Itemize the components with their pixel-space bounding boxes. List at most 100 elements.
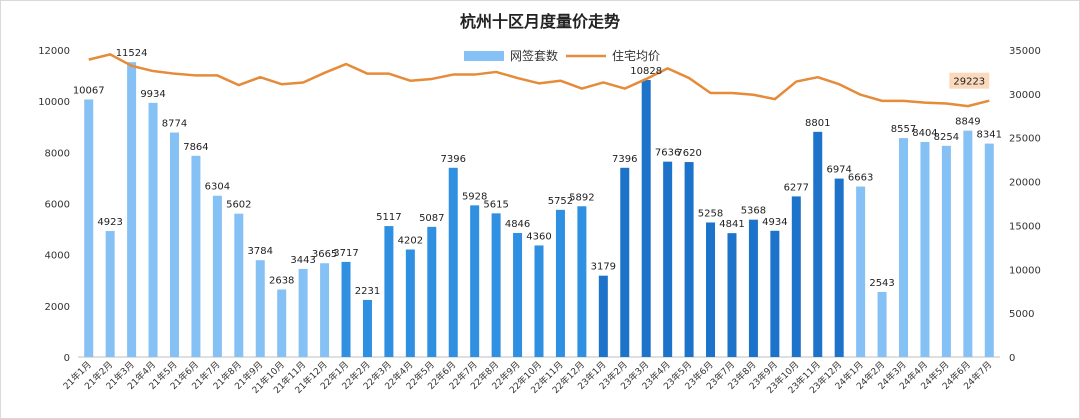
bar-label-24: 3179	[591, 262, 616, 273]
legend: 网签套数 住宅均价	[464, 48, 660, 63]
bar-label-1: 4923	[97, 217, 122, 228]
bar-label-25: 7396	[612, 154, 637, 165]
bar-4	[169, 132, 179, 357]
bar-22	[555, 209, 565, 357]
bar-41	[963, 130, 973, 357]
y-right-tick-0: 0	[1009, 353, 1015, 364]
bar-label-11: 3665	[312, 249, 337, 260]
bar-6	[212, 195, 222, 357]
bar-26	[641, 79, 651, 357]
bar-34	[813, 131, 823, 357]
legend-bar-swatch	[464, 51, 504, 61]
bar-5	[191, 155, 201, 357]
bar-label-23: 5892	[569, 192, 594, 203]
legend-bar-label: 网签套数	[510, 48, 558, 63]
bar-label-35: 6974	[826, 165, 851, 176]
bar-17	[448, 167, 458, 357]
bar-label-31: 5368	[741, 206, 766, 217]
bar-35	[834, 178, 844, 357]
y-left-tick-5: 10000	[38, 97, 70, 108]
bar-label-21: 4360	[526, 231, 551, 242]
bar-label-13: 2231	[355, 286, 380, 297]
y-left-tick-1: 2000	[45, 302, 70, 313]
x-axis-labels: 21年1月21年2月21年3月21年4月21年5月21年6月21年7月21年8月…	[60, 359, 994, 396]
bar-label-22: 5752	[548, 196, 573, 207]
bar-label-0: 10067	[73, 85, 105, 96]
bar-label-12: 3717	[333, 248, 358, 259]
bar-label-38: 8557	[891, 124, 916, 135]
bar-label-20: 4846	[505, 219, 530, 230]
bar-23	[577, 206, 587, 357]
bar-20	[513, 233, 523, 357]
bar-label-26: 10828	[630, 66, 662, 77]
bar-label-28: 7620	[676, 148, 701, 159]
bar-12	[341, 261, 351, 357]
bar-label-17: 7396	[441, 154, 466, 165]
bar-label-9: 2638	[269, 276, 294, 287]
bar-label-19: 5615	[483, 199, 508, 210]
bar-13	[362, 299, 372, 357]
y-right-tick-7: 35000	[1009, 46, 1041, 57]
y-right-tick-6: 30000	[1009, 90, 1041, 101]
y-left-tick-2: 4000	[45, 251, 70, 262]
bar-9	[277, 289, 287, 357]
bar-label-8: 3784	[248, 246, 273, 257]
bar-data-labels: 10067 4923 11524 9934 8774 7864 6304 5602 3784 26…	[73, 48, 1002, 297]
bar-21	[534, 245, 544, 357]
bar-label-39: 8404	[912, 128, 937, 139]
bar-37	[877, 291, 887, 357]
bar-28	[684, 162, 694, 357]
bar-label-6: 6304	[205, 182, 230, 193]
bar-40	[941, 145, 951, 357]
bar-0	[84, 99, 94, 358]
bar-36	[856, 186, 866, 357]
bar-label-2: 11524	[116, 48, 148, 59]
y-axis-right: 0 5000 10000 15000 20000 25000 30000 35000	[1009, 46, 1041, 364]
bar-label-14: 5117	[376, 212, 401, 223]
y-right-tick-5: 25000	[1009, 134, 1041, 145]
bar-series	[84, 62, 994, 358]
bar-27	[663, 161, 673, 357]
bar-7	[234, 213, 244, 357]
bar-30	[727, 233, 737, 357]
y-left-tick-3: 6000	[45, 200, 70, 211]
bar-label-27: 7636	[655, 148, 680, 159]
bar-33	[791, 196, 801, 357]
line-series: 29223	[88, 53, 990, 108]
bar-label-33: 6277	[784, 182, 809, 193]
y-right-tick-3: 15000	[1009, 221, 1041, 232]
bar-label-37: 2543	[869, 278, 894, 289]
bar-label-32: 4934	[762, 217, 787, 228]
bar-15	[405, 249, 415, 357]
bar-1	[105, 231, 115, 357]
bar-42	[984, 143, 994, 357]
y-right-tick-1: 5000	[1009, 309, 1034, 320]
bar-24	[598, 275, 608, 357]
bar-32	[770, 230, 780, 357]
bar-label-7: 5602	[226, 200, 251, 211]
bar-18	[470, 205, 480, 357]
bar-label-29: 5258	[698, 208, 723, 219]
bar-label-3: 9934	[140, 89, 165, 100]
bar-label-42: 8341	[977, 130, 1002, 141]
bar-label-40: 8254	[934, 132, 959, 143]
bar-label-34: 8801	[805, 118, 830, 129]
highlight-box	[949, 72, 990, 89]
bar-label-18: 5928	[462, 191, 487, 202]
bar-2	[127, 62, 137, 357]
bar-39	[920, 141, 930, 357]
y-right-tick-4: 20000	[1009, 178, 1041, 189]
bar-label-30: 4841	[719, 219, 744, 230]
bar-25	[620, 167, 630, 357]
bar-16	[427, 226, 437, 357]
y-left-tick-0: 0	[64, 353, 70, 364]
bar-label-16: 5087	[419, 213, 444, 224]
bar-3	[148, 102, 158, 357]
bar-14	[384, 226, 394, 357]
legend-line-label: 住宅均价	[612, 48, 660, 63]
bar-label-41: 8849	[955, 117, 980, 128]
bar-31	[748, 219, 758, 357]
bar-11	[320, 263, 330, 357]
bar-38	[899, 138, 909, 357]
